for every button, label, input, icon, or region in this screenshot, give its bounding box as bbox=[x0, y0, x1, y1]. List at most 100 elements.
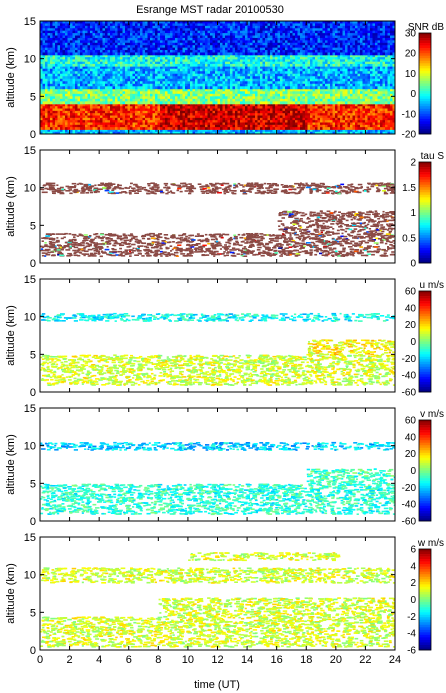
heatmap-cell bbox=[242, 54, 246, 58]
heatmap-cell bbox=[185, 103, 188, 107]
heatmap-cell bbox=[42, 40, 46, 44]
heatmap-cell bbox=[135, 78, 138, 82]
heatmap-cell bbox=[55, 117, 58, 121]
heatmap-cell bbox=[162, 88, 166, 92]
heatmap-cell bbox=[295, 59, 298, 63]
heatmap-cell bbox=[105, 59, 108, 63]
heatmap-cell bbox=[250, 120, 253, 123]
heatmap-cell bbox=[337, 106, 341, 109]
heatmap-cell bbox=[372, 78, 376, 82]
heatmap-cell bbox=[102, 88, 106, 92]
heatmap-cell bbox=[170, 61, 173, 65]
heatmap-cell bbox=[145, 93, 148, 97]
heatmap-cell bbox=[80, 35, 83, 39]
heatmap-cell bbox=[207, 96, 211, 100]
heatmap-cell bbox=[385, 68, 388, 72]
heatmap-cell bbox=[82, 63, 86, 67]
heatmap-cell bbox=[160, 83, 163, 87]
heatmap-cell bbox=[255, 122, 258, 126]
heatmap-cell bbox=[225, 103, 228, 107]
heatmap-cell bbox=[50, 52, 53, 56]
heatmap-cell bbox=[42, 61, 46, 65]
heatmap-cell bbox=[102, 96, 106, 100]
heatmap-cell bbox=[377, 91, 381, 95]
heatmap-cell bbox=[135, 108, 138, 112]
heatmap-cell bbox=[307, 117, 311, 121]
heatmap-cell bbox=[217, 63, 221, 67]
heatmap-cell bbox=[92, 33, 96, 36]
heatmap-cell bbox=[185, 83, 188, 87]
heatmap-cell bbox=[192, 115, 196, 119]
heatmap-cell bbox=[315, 101, 318, 105]
heatmap-cell bbox=[100, 91, 103, 95]
heatmap-cell bbox=[150, 115, 153, 119]
heatmap-cell bbox=[315, 124, 318, 128]
heatmap-cell bbox=[365, 63, 368, 67]
heatmap-cell bbox=[330, 106, 333, 109]
heatmap-cell bbox=[90, 21, 93, 24]
heatmap-cell bbox=[275, 71, 278, 75]
heatmap-cell bbox=[115, 117, 118, 121]
heatmap-cell bbox=[277, 124, 281, 128]
heatmap-cell bbox=[77, 21, 81, 24]
heatmap-cell bbox=[85, 66, 88, 70]
heatmap-cell bbox=[145, 122, 148, 126]
heatmap-cell bbox=[280, 120, 283, 123]
heatmap-cell bbox=[165, 54, 168, 58]
heatmap-cell bbox=[385, 78, 388, 82]
heatmap-cell bbox=[370, 101, 373, 105]
heatmap-cell bbox=[365, 81, 368, 85]
heatmap-cell bbox=[237, 110, 241, 114]
heatmap-cell bbox=[180, 83, 183, 87]
heatmap-cell bbox=[205, 127, 208, 130]
heatmap-cell bbox=[280, 78, 283, 82]
heatmap-cell bbox=[245, 71, 248, 75]
heatmap-cell bbox=[190, 71, 193, 75]
heatmap-cell bbox=[117, 88, 121, 92]
heatmap-cell bbox=[72, 113, 76, 116]
heatmap-cell bbox=[325, 76, 328, 80]
heatmap-cell bbox=[60, 73, 63, 77]
heatmap-cell bbox=[92, 131, 96, 134]
heatmap-cell bbox=[340, 122, 343, 126]
heatmap-cell bbox=[45, 110, 48, 114]
heatmap-cell bbox=[70, 63, 73, 67]
heatmap-cell bbox=[65, 86, 68, 90]
heatmap-cell bbox=[45, 120, 48, 123]
heatmap-cell bbox=[390, 71, 393, 75]
heatmap-cell bbox=[270, 122, 273, 126]
heatmap-cell bbox=[62, 101, 66, 105]
heatmap-cell bbox=[232, 129, 236, 133]
heatmap-cell bbox=[307, 106, 311, 109]
heatmap-cell bbox=[282, 103, 286, 107]
heatmap-cell bbox=[302, 59, 306, 63]
heatmap-cell bbox=[192, 108, 196, 112]
heatmap-cell bbox=[375, 88, 378, 92]
heatmap-cell bbox=[160, 76, 163, 80]
heatmap-cell bbox=[267, 61, 271, 65]
heatmap-cell bbox=[290, 93, 293, 97]
heatmap-cell bbox=[187, 71, 191, 75]
heatmap-cell bbox=[92, 40, 96, 44]
heatmap-cell bbox=[372, 101, 376, 105]
heatmap-cell bbox=[220, 81, 223, 85]
heatmap-cell bbox=[372, 57, 376, 60]
heatmap-cell bbox=[280, 115, 283, 119]
heatmap-cell bbox=[40, 103, 43, 107]
heatmap-cell bbox=[330, 124, 333, 128]
heatmap-cell bbox=[172, 59, 176, 63]
heatmap-cell bbox=[97, 113, 101, 116]
heatmap-cell bbox=[220, 106, 223, 109]
heatmap-cell bbox=[282, 83, 286, 87]
heatmap-cell bbox=[52, 122, 56, 126]
heatmap-cell bbox=[85, 96, 88, 100]
heatmap-cell bbox=[152, 76, 156, 80]
heatmap-cell bbox=[262, 61, 266, 65]
heatmap-cell bbox=[390, 91, 393, 95]
heatmap-cell bbox=[170, 54, 173, 58]
heatmap-cell bbox=[207, 122, 211, 126]
heatmap-cell bbox=[135, 81, 138, 85]
heatmap-cell bbox=[65, 35, 68, 39]
heatmap-cell bbox=[277, 117, 281, 121]
heatmap-cell bbox=[50, 21, 53, 24]
